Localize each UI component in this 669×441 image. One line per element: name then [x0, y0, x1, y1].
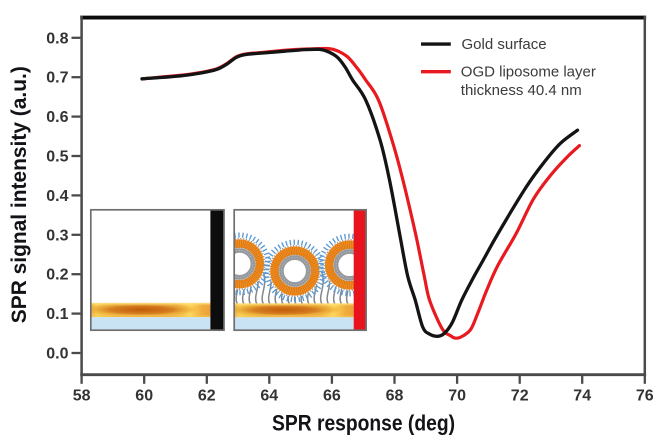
svg-text:SPR signal intensity (a.u.): SPR signal intensity (a.u.) [8, 66, 31, 323]
svg-text:74: 74 [573, 388, 591, 405]
svg-text:72: 72 [511, 388, 529, 405]
svg-text:0.4: 0.4 [46, 188, 68, 205]
svg-text:OGD liposome layer: OGD liposome layer [461, 64, 596, 81]
svg-text:68: 68 [386, 388, 404, 405]
svg-text:0.3: 0.3 [46, 227, 68, 244]
svg-text:Gold surface: Gold surface [462, 36, 547, 53]
svg-text:0.2: 0.2 [46, 267, 68, 284]
svg-text:58: 58 [73, 388, 91, 405]
svg-text:60: 60 [135, 388, 153, 405]
svg-text:0.5: 0.5 [46, 149, 68, 166]
svg-text:70: 70 [448, 388, 466, 405]
svg-text:62: 62 [198, 388, 216, 405]
svg-text:0.0: 0.0 [46, 346, 68, 363]
svg-text:76: 76 [636, 388, 654, 405]
svg-text:66: 66 [323, 388, 341, 405]
svg-text:SPR response (deg): SPR response (deg) [272, 410, 455, 435]
svg-text:0.1: 0.1 [46, 306, 68, 323]
svg-text:64: 64 [260, 388, 278, 405]
svg-text:0.7: 0.7 [46, 70, 68, 87]
svg-text:0.8: 0.8 [46, 30, 68, 47]
svg-text:0.6: 0.6 [46, 109, 68, 126]
svg-text:thickness 40.4 nm: thickness 40.4 nm [461, 82, 582, 99]
